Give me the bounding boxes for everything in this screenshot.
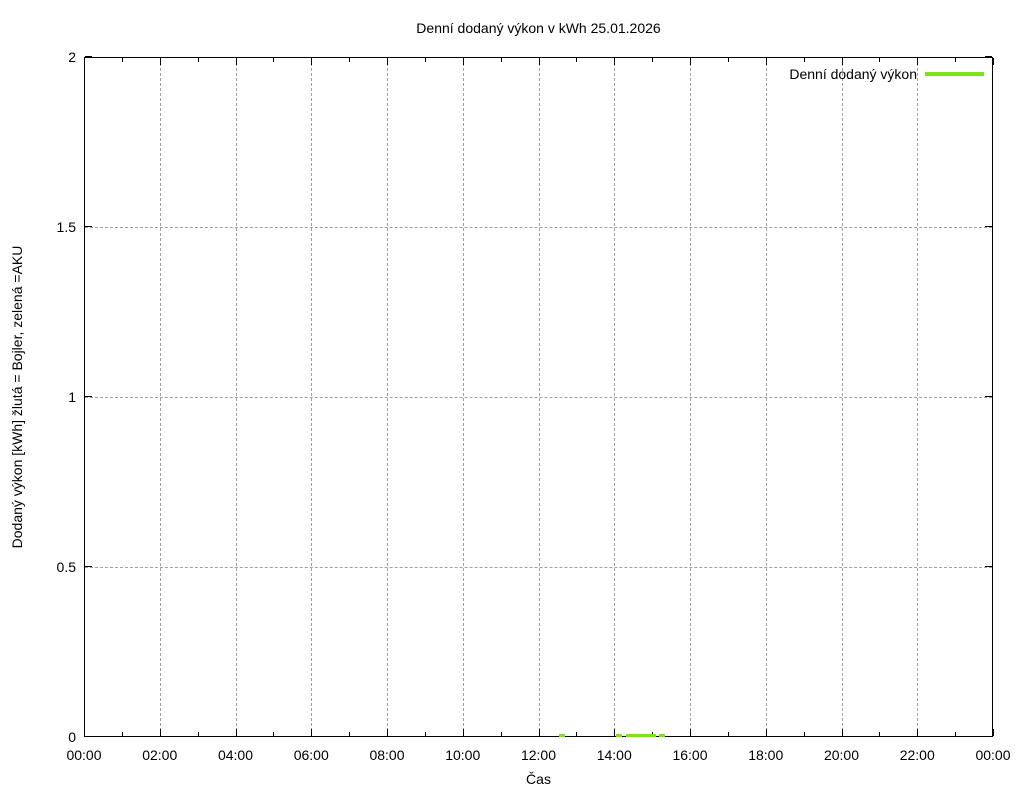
- x-major-tick-mirror: [917, 58, 919, 65]
- x-tick-label: 10:00: [445, 747, 481, 763]
- y-major-tick-mirror: [985, 226, 992, 227]
- y-major-tick: [85, 566, 92, 567]
- x-major-tick-mirror: [614, 58, 616, 65]
- x-major-tick-mirror: [993, 58, 994, 65]
- data-point: [616, 734, 623, 738]
- x-major-tick-mirror: [765, 58, 767, 65]
- x-major-tick-mirror: [538, 58, 540, 65]
- y-major-tick-mirror: [985, 396, 992, 397]
- x-minor-tick: [879, 732, 881, 736]
- x-minor-tick: [424, 732, 426, 736]
- x-axis-label: Čas: [526, 771, 551, 787]
- gridline-horizontal: [85, 397, 992, 398]
- x-major-tick: [841, 729, 843, 736]
- x-major-tick: [993, 729, 994, 736]
- x-major-tick-mirror: [690, 58, 691, 65]
- x-minor-tick-mirror: [121, 58, 123, 62]
- x-tick-label: 22:00: [899, 747, 935, 763]
- x-minor-tick-mirror: [500, 58, 502, 62]
- data-point: [644, 734, 651, 738]
- x-major-tick-mirror: [841, 58, 843, 65]
- data-point: [637, 734, 644, 738]
- x-minor-tick: [727, 732, 729, 736]
- x-major-tick: [614, 729, 616, 736]
- x-major-tick-mirror: [311, 58, 313, 65]
- x-minor-tick-mirror: [803, 58, 805, 62]
- x-tick-label: 06:00: [293, 747, 329, 763]
- y-tick-label: 0.5: [56, 559, 76, 575]
- data-point: [659, 734, 666, 738]
- legend-label: Denní dodaný výkon: [789, 66, 917, 82]
- y-tick-label: 1.5: [56, 219, 76, 235]
- x-minor-tick-mirror: [197, 58, 199, 62]
- x-major-tick-mirror: [159, 58, 161, 65]
- x-minor-tick-mirror: [424, 58, 426, 62]
- y-major-tick-mirror: [985, 56, 992, 57]
- x-tick-label: 00:00: [66, 747, 102, 763]
- x-major-tick-mirror: [235, 58, 237, 65]
- x-minor-tick: [349, 732, 351, 736]
- x-major-tick: [690, 729, 691, 736]
- x-minor-tick: [500, 732, 502, 736]
- chart-title: Denní dodaný výkon v kWh 25.01.2026: [416, 20, 661, 36]
- y-axis-label: Dodaný výkon [kWh] žlutá = Bojler, zelen…: [9, 245, 25, 549]
- gridline-horizontal: [85, 567, 992, 568]
- y-major-tick: [85, 396, 92, 397]
- data-point: [632, 734, 639, 738]
- x-minor-tick: [576, 732, 578, 736]
- x-tick-label: 18:00: [748, 747, 784, 763]
- x-minor-tick-mirror: [955, 58, 957, 62]
- x-minor-tick: [197, 732, 199, 736]
- y-major-tick: [85, 226, 92, 227]
- x-tick-label: 02:00: [142, 747, 178, 763]
- x-major-tick: [311, 729, 313, 736]
- x-minor-tick-mirror: [273, 58, 275, 62]
- y-tick-label: 0: [68, 729, 76, 745]
- x-tick-label: 08:00: [369, 747, 405, 763]
- x-major-tick: [538, 729, 540, 736]
- x-minor-tick: [652, 732, 654, 736]
- x-major-tick: [462, 729, 464, 736]
- x-major-tick: [159, 729, 161, 736]
- x-major-tick: [387, 729, 388, 736]
- x-minor-tick: [121, 732, 123, 736]
- data-point: [558, 734, 565, 738]
- data-point: [625, 734, 632, 738]
- legend: Denní dodaný výkon: [789, 66, 984, 82]
- y-tick-label: 1: [68, 389, 76, 405]
- x-major-tick: [765, 729, 767, 736]
- x-minor-tick-mirror: [879, 58, 881, 62]
- x-minor-tick-mirror: [727, 58, 729, 62]
- x-tick-label: 12:00: [520, 747, 557, 763]
- x-tick-label: 20:00: [823, 747, 860, 763]
- x-minor-tick: [273, 732, 275, 736]
- y-major-tick: [85, 56, 92, 57]
- x-tick-label: 04:00: [217, 747, 254, 763]
- x-tick-label: 14:00: [596, 747, 632, 763]
- x-tick-label: 00:00: [975, 747, 1011, 763]
- legend-line-sample: [925, 72, 984, 76]
- x-minor-tick-mirror: [652, 58, 654, 62]
- x-major-tick-mirror: [462, 58, 464, 65]
- x-major-tick: [235, 729, 237, 736]
- y-major-tick-mirror: [985, 566, 992, 567]
- data-point: [649, 734, 656, 738]
- x-major-tick-mirror: [387, 58, 388, 65]
- plot-border: [84, 57, 993, 737]
- x-major-tick: [917, 729, 919, 736]
- gridline-horizontal: [85, 227, 992, 228]
- x-tick-label: 16:00: [672, 747, 708, 763]
- x-minor-tick-mirror: [349, 58, 351, 62]
- x-minor-tick: [955, 732, 957, 736]
- x-minor-tick: [803, 732, 805, 736]
- y-tick-label: 2: [68, 49, 76, 65]
- x-minor-tick-mirror: [576, 58, 578, 62]
